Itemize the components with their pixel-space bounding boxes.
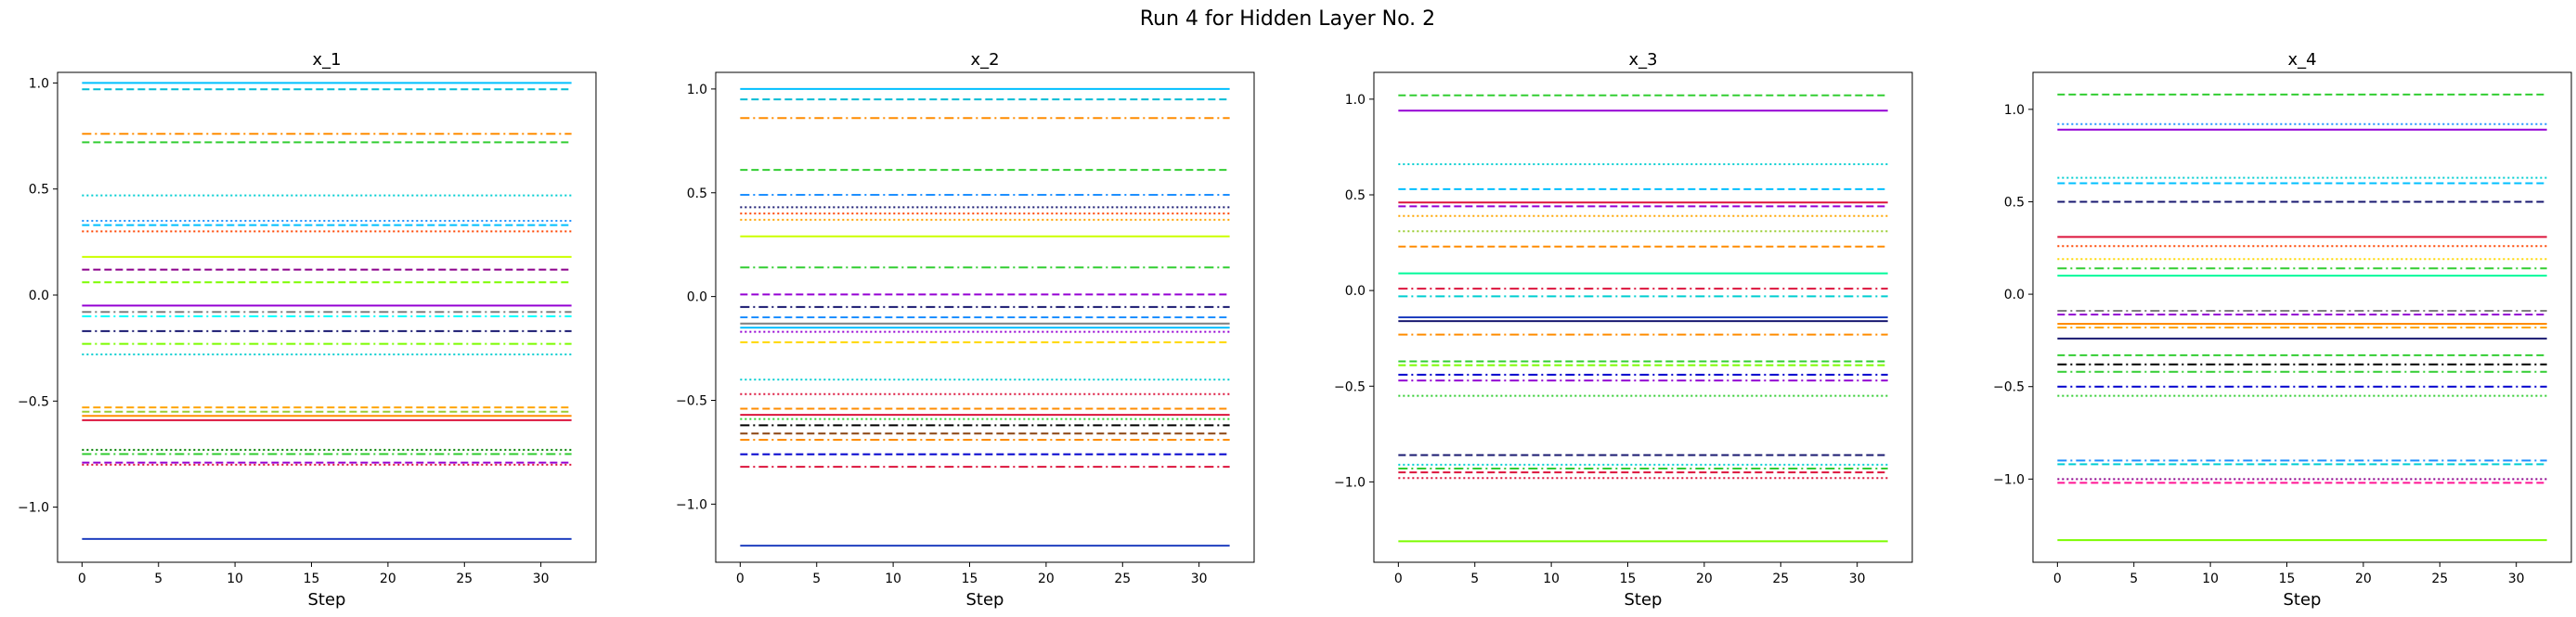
y-tick-label: 1.0: [687, 83, 707, 97]
x-tick-label: 20: [1038, 572, 1055, 586]
y-tick-label: −0.5: [18, 394, 49, 409]
y-tick-label: −1.0: [676, 497, 707, 512]
y-tick-label: 0.5: [2004, 195, 2025, 210]
x-axis-label: Step: [1625, 590, 1663, 610]
x-tick-label: 15: [962, 572, 978, 586]
y-tick-label: 0.0: [2004, 288, 2025, 302]
y-tick-label: 0.0: [687, 290, 707, 305]
subplot-1: x_1 0 5 10 15 20 25 30 −1.0 −0.5 0.0 0.5 1.0 Step: [18, 50, 597, 610]
subplot-grid: x_1 0 5 10 15 20 25 30 −1.0 −0.5 0.0 0.5 1.0 Step x_2 0…: [18, 50, 2572, 610]
axes-frame: [715, 71, 1255, 563]
x-tick-label: 20: [2355, 572, 2372, 586]
y-tick-label: −1.0: [1334, 475, 1366, 490]
figure-title: Run 4 for Hidden Layer No. 2: [1140, 7, 1435, 31]
y-tick-label: −0.5: [676, 393, 707, 408]
x-tick-label: 15: [2279, 572, 2296, 586]
axes-frame: [1373, 71, 1913, 563]
subplot-title: x_2: [970, 50, 999, 70]
x-tick-label: 5: [812, 572, 821, 586]
x-tick-label: 25: [1772, 572, 1789, 586]
x-tick-label: 5: [1470, 572, 1479, 586]
x-tick-label: 25: [1114, 572, 1131, 586]
x-tick-label: 10: [2202, 572, 2219, 586]
y-tick-label: −1.0: [1993, 472, 2025, 487]
y-tick-label: 1.0: [2004, 103, 2025, 118]
x-tick-label: 20: [1696, 572, 1713, 586]
y-tick-label: 1.0: [1345, 93, 1366, 108]
y-tick-label: 1.0: [29, 76, 49, 91]
x-tick-label: 5: [154, 572, 162, 586]
y-tick-label: 0.0: [1345, 284, 1366, 299]
y-tick-label: −0.5: [1993, 380, 2025, 395]
x-tick-label: 20: [380, 572, 396, 586]
x-tick-label: 30: [1191, 572, 1208, 586]
x-axis-label: Step: [966, 590, 1004, 610]
y-tick-label: −0.5: [1334, 379, 1366, 394]
x-tick-label: 0: [78, 572, 86, 586]
x-tick-label: 15: [1620, 572, 1637, 586]
x-tick-label: 25: [2431, 572, 2448, 586]
x-tick-label: 10: [885, 572, 901, 586]
subplot-title: x_1: [312, 50, 341, 70]
y-tick-label: 0.5: [687, 186, 707, 201]
subplot-title: x_4: [2287, 50, 2316, 70]
x-tick-label: 30: [1849, 572, 1866, 586]
x-tick-label: 15: [304, 572, 320, 586]
x-tick-label: 25: [456, 572, 472, 586]
x-axis-label: Step: [308, 590, 346, 610]
x-tick-label: 30: [2508, 572, 2525, 586]
subplot-2: x_2 0 5 10 15 20 25 30 −1.0 −0.5 0.0 0.5 1.0 Step: [676, 50, 1255, 610]
y-tick-label: 0.0: [29, 289, 49, 303]
x-tick-label: 0: [1394, 572, 1403, 586]
subplot-title: x_3: [1628, 50, 1657, 70]
x-tick-label: 10: [227, 572, 243, 586]
x-axis-label: Step: [2284, 590, 2322, 610]
subplot-4: x_4 0 5 10 15 20 25 30 −1.0 −0.5 0.0 0.5 1.0 Step: [1993, 50, 2572, 610]
x-tick-label: 5: [2129, 572, 2138, 586]
y-tick-label: 0.5: [29, 183, 49, 198]
x-tick-label: 30: [533, 572, 550, 586]
axes-frame: [57, 71, 597, 563]
x-tick-label: 0: [736, 572, 744, 586]
y-tick-label: −1.0: [18, 501, 49, 516]
axes-frame: [2032, 71, 2572, 563]
x-tick-label: 0: [2053, 572, 2062, 586]
x-tick-label: 10: [1543, 572, 1560, 586]
y-tick-label: 0.5: [1345, 188, 1366, 203]
subplot-3: x_3 0 5 10 15 20 25 30 −1.0 −0.5 0.0 0.5 1.0 Step: [1334, 50, 1913, 610]
